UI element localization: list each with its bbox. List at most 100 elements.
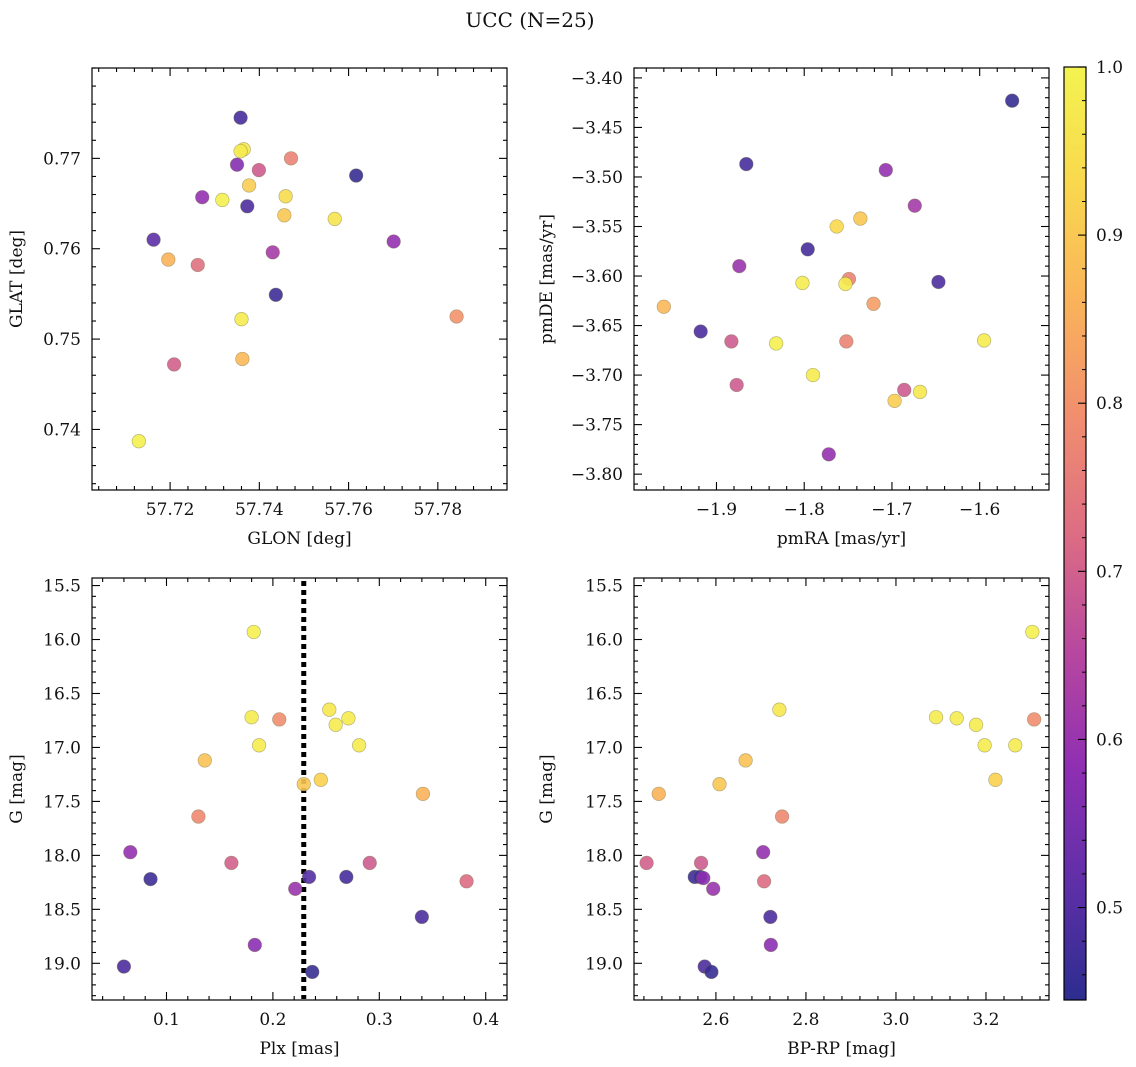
scatter-point [1008,738,1023,753]
scatter-point [805,367,821,383]
scatter-point [756,874,772,889]
scatter-point [712,776,727,792]
scatter-point [313,772,328,787]
tick-marks [634,67,1049,490]
scatter-point [161,252,176,267]
colorbar: 0.5 0.6 0.7 0.8 0.9 1.0 [1063,58,1123,1001]
scatter-point [763,909,778,925]
scatter-point [349,168,364,183]
y-tick-label: 15.5 [585,577,623,597]
scatter-point [131,434,147,449]
y-tick-label: 18.5 [585,900,623,920]
y-tick-label: 16.0 [43,631,81,651]
x-axis-label: GLON [deg] [247,529,351,549]
scatter-point [244,710,259,725]
scatter-point [328,717,343,732]
x-axis-label: pmRA [mas/yr] [777,529,906,549]
scatter-point [278,189,293,204]
y-tick-label: 15.5 [43,577,81,597]
y-tick-label: −3.75 [571,416,623,436]
scatter-point [1026,712,1042,727]
scatter-points [131,110,464,449]
scatter-point [305,964,320,980]
y-tick-label: 0.77 [43,149,81,169]
scatter-point [296,776,311,792]
x-tick-label: −1.7 [871,500,912,520]
x-tick-label: −1.8 [784,500,825,520]
y-tick-label: −3.80 [571,465,623,485]
scatter-point [928,710,944,725]
y-tick-label: 0.74 [43,420,81,440]
scatter-point [191,809,206,824]
scatter-point [853,211,868,226]
scatter-point [247,937,262,953]
x-tick-label: −1.6 [959,500,1000,520]
scatter-point [233,143,248,159]
y-tick-label: −3.70 [571,366,623,386]
x-tick-label: 57.72 [146,500,195,520]
scatter-point [988,772,1003,787]
x-tick-label: 0.2 [259,1010,286,1030]
scatter-point [215,192,230,208]
scatter-point [265,245,280,260]
scatter-point [272,712,287,727]
colorbar-tick-label: 0.7 [1096,562,1123,582]
y-tick-label: 0.75 [43,330,81,350]
axes-frame [633,67,1050,491]
y-tick-label: −3.45 [571,118,623,138]
y-tick-label: 17.0 [43,738,81,758]
scatter-point [724,334,739,349]
scatter-point [241,178,257,193]
colorbar-tick-label: 0.6 [1096,730,1123,750]
colorbar-frame [1063,66,1087,1001]
x-tick-label: 3.2 [972,1010,999,1030]
scatter-point [739,156,754,172]
scatter-point [195,190,210,205]
scatter-point [268,287,283,302]
scatter-point [763,937,778,953]
scatter-point [706,881,721,896]
scatter-point [866,296,881,311]
scatter-point [1005,93,1020,108]
scatter-point [907,198,922,213]
panel-4: 2.6 2.8 3.0 3.2 15.5 16.0 16.5 17.0 17.5 18.0 18.5… [537,577,1050,1059]
colorbar-gradient [1064,67,1086,1000]
scatter-point [229,157,245,172]
x-tick-label: 57.76 [324,500,373,520]
scatter-point [322,702,337,717]
y-tick-label: 16.0 [585,631,623,651]
panel-1: 57.72 57.74 57.76 57.78 0.74 0.75 0.76 0.77 GLON… [7,67,508,549]
scatter-point [190,257,205,273]
scatter-point [283,151,299,166]
y-tick-label: 18.0 [43,846,81,866]
scatter-point [288,881,303,896]
scatter-points [116,624,474,980]
y-axis-label: G [mag] [7,754,27,823]
scatter-point [651,786,666,802]
panels: 57.72 57.74 57.76 57.78 0.74 0.75 0.76 0.77 GLON… [7,67,1050,1059]
axes-frame [91,577,508,1001]
scatter-point [246,624,261,640]
scatter-point [968,717,984,732]
scatter-point [362,855,377,871]
scatter-point [351,738,367,753]
y-tick-label: 17.5 [585,792,623,812]
scatter-point [795,275,810,291]
scatter-point [197,753,212,768]
figure-title: UCC (N=25) [465,8,594,32]
scatter-point [459,874,474,889]
scatter-point [327,211,342,227]
scatter-point [1025,624,1040,640]
scatter-point [732,258,747,274]
y-axis-label: G [mag] [537,754,557,823]
scatter-points [639,624,1042,980]
x-tick-label: −1.9 [696,500,737,520]
y-tick-label: 19.0 [43,954,81,974]
x-tick-label: 0.3 [366,1010,393,1030]
scatter-point [838,276,853,292]
scatter-point [976,333,992,348]
x-tick-label: 57.74 [235,500,284,520]
x-tick-label: 0.1 [153,1010,180,1030]
y-axis-label: GLAT [deg] [7,230,27,328]
scatter-point [166,357,182,372]
